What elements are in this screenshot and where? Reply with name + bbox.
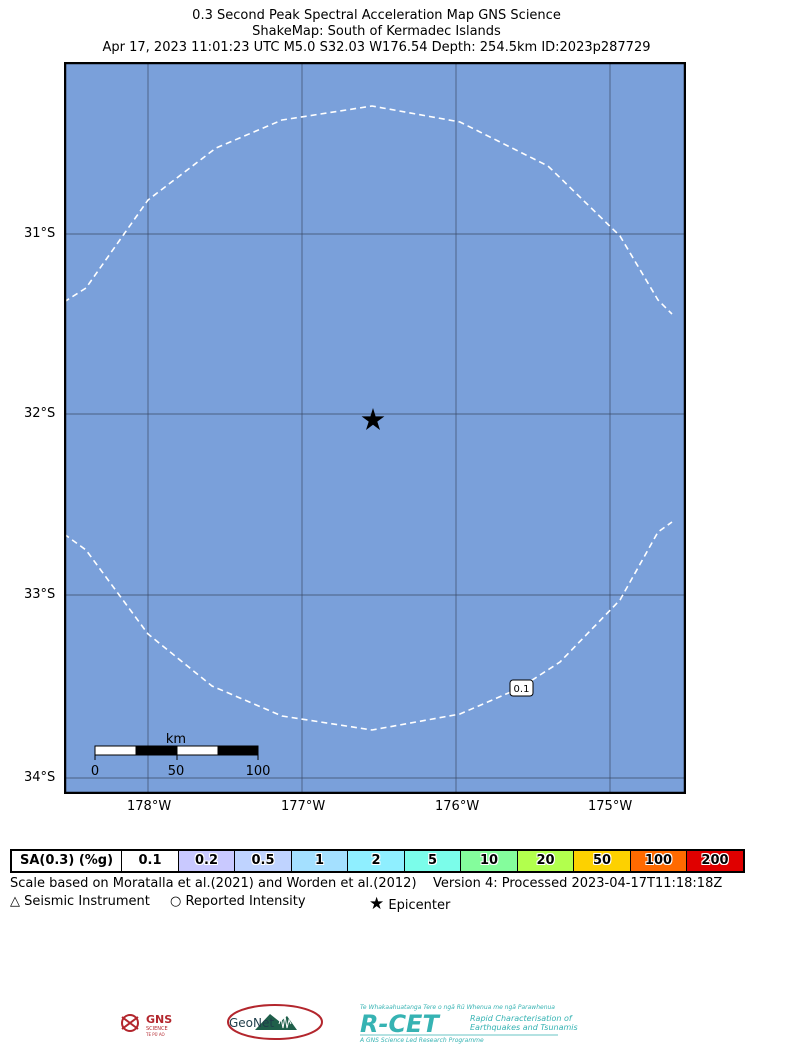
lat-label-32s: 32°S [24,406,56,421]
symbol-intensity-label: Reported Intensity [185,894,306,909]
triangle-icon: △ [10,894,20,909]
legend-cell-0-2: 0.2 [178,851,234,871]
lat-label-34s: 34°S [24,770,56,785]
symbol-instrument-label: Seismic Instrument [24,894,150,909]
map-panel[interactable]: 0.1 km 0 50 100 [64,62,686,794]
legend-cell-1: 1 [291,851,347,871]
title-line-3: Apr 17, 2023 11:01:23 UTC M5.0 S32.03 W1… [102,40,651,55]
lat-label-31s: 31°S [24,226,56,241]
legend-cell-200: 200 [686,851,743,871]
legend-cell-5: 5 [404,851,460,871]
contour-lower [64,521,673,731]
scale-bar-title: km [166,732,186,747]
lat-label-33s: 33°S [24,587,56,602]
scale-tick-50: 50 [168,764,185,779]
contour-label: 0.1 [509,679,534,697]
gns-science-logo[interactable]: GNS SCIENCE TE PŪ AO [118,1008,182,1038]
symbol-epicenter-label: Epicenter [388,898,451,913]
map-canvas[interactable]: 0.1 km 0 50 100 [64,62,686,794]
legend-cell-20: 20 [517,851,573,871]
footnote-version: Version 4: Processed 2023-04-17T11:18:18… [433,876,723,891]
scale-bar: km 0 50 100 [91,732,271,779]
ocean-area [64,62,686,794]
legend-cells: 0.1 0.2 0.5 1 2 5 10 20 50 100 200 [121,851,743,871]
scale-tick-0: 0 [91,764,99,779]
map-border [64,62,686,794]
svg-text:GeoNet: GeoNet [229,1016,274,1030]
rcet-logo[interactable]: Te Whakaahuatanga Tere o ngā Rū Whenua m… [358,1002,580,1044]
intensity-legend: SA(0.3) (%g) 0.1 0.2 0.5 1 2 5 10 20 50 100 200 [10,849,745,873]
lon-label-176w: 176°W [435,799,480,814]
legend-header: SA(0.3) (%g) [12,851,121,871]
legend-cell-2: 2 [347,851,404,871]
svg-text:GNS: GNS [146,1013,172,1026]
symbol-epicenter: ★ Epicenter [369,894,450,914]
legend-cell-100: 100 [630,851,686,871]
title-line-2: ShakeMap: South of Kermadec Islands [252,24,501,39]
legend-cell-10: 10 [460,851,517,871]
symbol-instrument: △ Seismic Instrument [10,894,150,909]
svg-text:Te Whakaahuatanga Tere o ngā R: Te Whakaahuatanga Tere o ngā Rū Whenua m… [360,1004,555,1011]
map-title: 0.3 Second Peak Spectral Acceleration Ma… [0,8,753,56]
lon-label-178w: 178°W [127,799,172,814]
contour-upper [64,105,673,315]
scale-tick-100: 100 [246,764,271,779]
lon-label-177w: 177°W [281,799,326,814]
footnote-scale: Scale based on Moratalla et al.(2021) an… [10,876,417,891]
svg-text:0.1: 0.1 [514,684,530,695]
svg-text:R-CET: R-CET [360,1010,440,1038]
lon-label-175w: 175°W [588,799,633,814]
legend-cell-0-1: 0.1 [121,851,178,871]
svg-text:SCIENCE: SCIENCE [146,1026,168,1032]
svg-text:Rapid Characterisation of: Rapid Characterisation of [470,1014,573,1023]
legend-cell-0-5: 0.5 [234,851,291,871]
svg-text:TE PŪ AO: TE PŪ AO [145,1032,165,1037]
epicenter-star-icon[interactable] [361,408,385,430]
svg-text:Earthquakes and Tsunamis: Earthquakes and Tsunamis [470,1023,578,1032]
graticule [64,62,686,794]
geonet-logo[interactable]: GeoNet [225,1002,325,1042]
legend-cell-50: 50 [573,851,630,871]
footnote: Scale based on Moratalla et al.(2021) an… [10,876,722,891]
symbol-intensity: ○ Reported Intensity [170,894,306,909]
title-line-1: 0.3 Second Peak Spectral Acceleration Ma… [192,8,561,23]
svg-text:A GNS Science Led Research Pro: A GNS Science Led Research Programme [359,1037,484,1044]
circle-icon: ○ [170,894,182,909]
star-icon: ★ [369,894,385,914]
